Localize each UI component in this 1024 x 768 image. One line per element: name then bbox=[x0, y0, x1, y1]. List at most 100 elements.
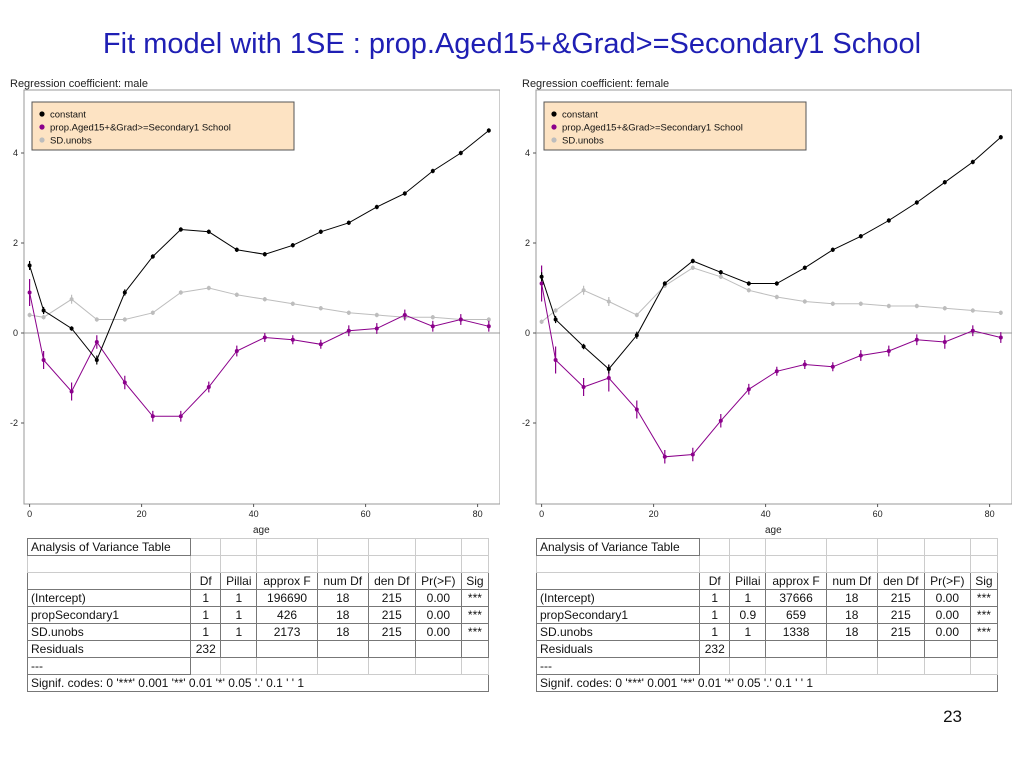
table-footnote-row: Signif. codes: 0 '***' 0.001 '**' 0.01 '… bbox=[536, 674, 998, 692]
x-tick-label: 60 bbox=[873, 509, 883, 519]
blank-cell bbox=[190, 555, 222, 573]
legend-box bbox=[31, 101, 295, 151]
table-cell: *** bbox=[460, 589, 490, 607]
legend-label: SD.unobs bbox=[50, 136, 92, 147]
blank-cell bbox=[825, 555, 878, 573]
blank-cell bbox=[367, 555, 416, 573]
page-number: 23 bbox=[943, 707, 962, 726]
column-header: num Df bbox=[316, 572, 369, 590]
table-cell: *** bbox=[969, 606, 999, 624]
slide-title: Fit model with 1SE : prop.Aged15+&Grad>=… bbox=[102, 28, 922, 60]
data-point bbox=[346, 328, 351, 333]
blank-cell bbox=[729, 657, 767, 675]
data-point bbox=[122, 317, 127, 322]
table-cell: 215 bbox=[367, 589, 416, 607]
blank-cell bbox=[220, 538, 258, 556]
blank-cell bbox=[825, 657, 878, 675]
data-point bbox=[914, 304, 919, 308]
table-row: (Intercept) 1 1 196690 18 215 0.00 *** bbox=[26, 589, 490, 607]
data-point bbox=[970, 328, 975, 333]
data-point bbox=[430, 315, 435, 320]
blank-cell bbox=[765, 657, 827, 675]
table-cell bbox=[414, 640, 462, 658]
blank-cell bbox=[414, 657, 462, 675]
data-point bbox=[634, 313, 639, 317]
data-point bbox=[318, 229, 323, 234]
data-point bbox=[27, 290, 32, 295]
blank-cell bbox=[699, 538, 731, 556]
blank-cell bbox=[535, 555, 701, 573]
table-cell: 1 bbox=[190, 589, 222, 607]
table-cell bbox=[367, 640, 416, 658]
data-point bbox=[430, 324, 435, 329]
series-line bbox=[29, 292, 489, 417]
data-point bbox=[942, 180, 947, 185]
legend-marker bbox=[551, 111, 557, 117]
table-cell: 215 bbox=[876, 606, 925, 624]
data-point bbox=[553, 308, 558, 313]
data-point bbox=[262, 252, 267, 257]
table-separator: --- bbox=[26, 657, 192, 675]
table-cell: 0.00 bbox=[923, 606, 971, 624]
column-header bbox=[26, 572, 192, 590]
x-axis-label: age bbox=[765, 525, 782, 536]
series-line bbox=[541, 283, 1001, 458]
data-point bbox=[858, 234, 863, 239]
data-point bbox=[858, 353, 863, 358]
data-point bbox=[318, 342, 323, 347]
column-header bbox=[535, 572, 701, 590]
column-header: Pr(>F) bbox=[414, 572, 462, 590]
data-point bbox=[290, 243, 295, 248]
blank-cell bbox=[414, 538, 462, 556]
data-point bbox=[486, 317, 491, 322]
table-cell: (Intercept) bbox=[26, 589, 192, 607]
table-cell: 426 bbox=[256, 606, 318, 624]
x-tick-label: 0 bbox=[27, 509, 32, 519]
table-cell: 18 bbox=[316, 606, 369, 624]
female-chart-panel: Regression coefficient: female -2 0 2 4 0 20 4… bbox=[522, 78, 1012, 538]
blank-cell bbox=[969, 555, 999, 573]
table-row: Residuals 232 bbox=[26, 640, 490, 658]
table-cell: 18 bbox=[825, 589, 878, 607]
table-cell: *** bbox=[969, 589, 999, 607]
y-tick-label: 4 bbox=[525, 148, 530, 158]
data-point bbox=[774, 369, 779, 374]
table-row: propSecondary1 1 1 426 18 215 0.00 *** bbox=[26, 606, 490, 624]
data-point bbox=[430, 169, 435, 173]
table-cell: 2173 bbox=[256, 623, 318, 641]
blank-cell bbox=[414, 555, 462, 573]
data-point bbox=[746, 387, 751, 392]
x-tick-label: 60 bbox=[361, 509, 371, 519]
table-cell: SD.unobs bbox=[26, 623, 192, 641]
table-cell: 1 bbox=[699, 623, 731, 641]
blank-cell bbox=[220, 657, 258, 675]
y-tick-label: 0 bbox=[13, 328, 18, 338]
table-cell: 18 bbox=[316, 589, 369, 607]
y-tick-label: -2 bbox=[522, 418, 530, 428]
data-point bbox=[69, 389, 74, 394]
table-cell: 215 bbox=[367, 606, 416, 624]
y-tick-label: 4 bbox=[13, 148, 18, 158]
blank-cell bbox=[460, 657, 490, 675]
table-cell: SD.unobs bbox=[535, 623, 701, 641]
data-point bbox=[150, 254, 155, 259]
column-header: approx F bbox=[256, 572, 318, 590]
data-point bbox=[746, 281, 751, 286]
blank-cell bbox=[699, 555, 731, 573]
data-point bbox=[206, 229, 211, 234]
table-cell: 1 bbox=[699, 606, 731, 624]
data-point bbox=[774, 295, 779, 299]
data-point bbox=[581, 288, 586, 293]
data-point bbox=[634, 333, 639, 338]
table-spacer-row bbox=[535, 555, 999, 573]
table-cell: Residuals bbox=[26, 640, 192, 658]
data-point bbox=[374, 205, 379, 209]
column-header: Pr(>F) bbox=[923, 572, 971, 590]
table-separator-row: --- bbox=[26, 657, 490, 675]
x-tick-label: 40 bbox=[761, 509, 771, 519]
column-header: Pillai bbox=[220, 572, 258, 590]
data-point bbox=[606, 299, 611, 304]
data-point bbox=[774, 281, 779, 286]
table-cell: 1 bbox=[729, 623, 767, 641]
